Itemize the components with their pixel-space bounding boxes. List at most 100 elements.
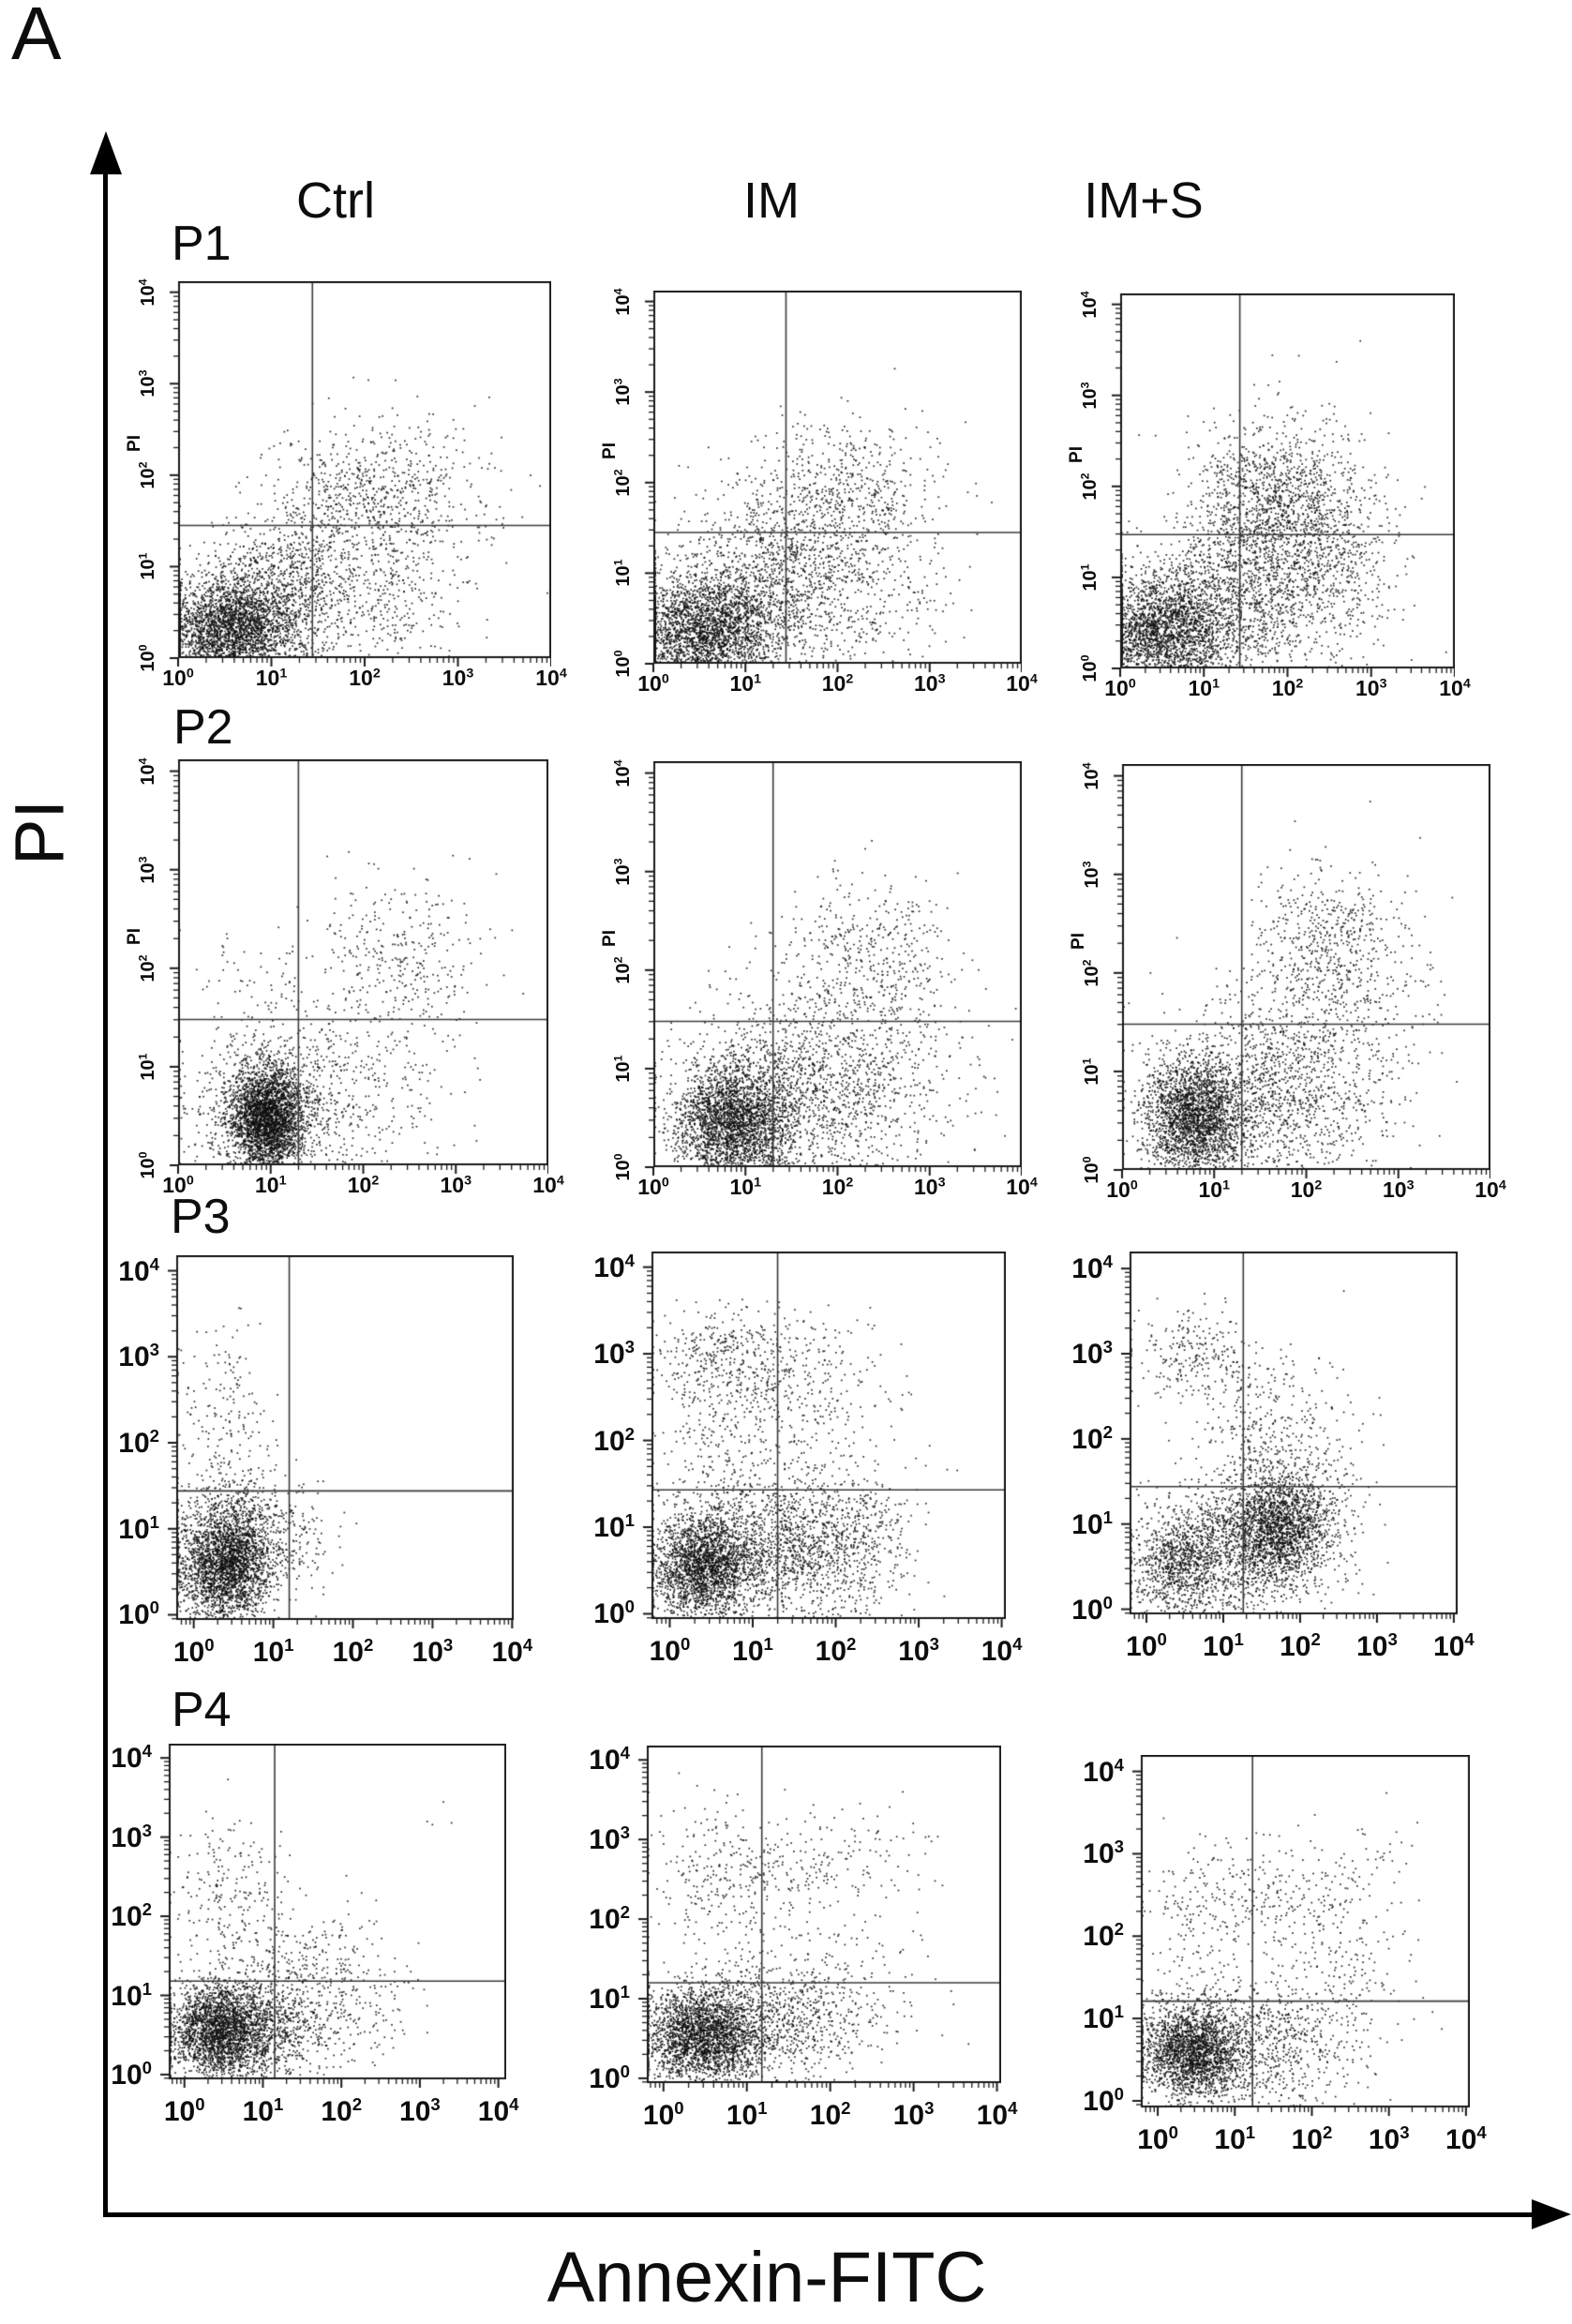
x-axis-arrowhead-icon bbox=[1532, 2199, 1571, 2229]
scatter-plot-p1-im-s bbox=[1107, 293, 1455, 682]
y-tick-label: 101 bbox=[136, 1053, 158, 1081]
y-tick-label: 104 bbox=[136, 757, 158, 786]
x-tick-label: 102 bbox=[821, 671, 854, 696]
inline-y-axis-label: PI bbox=[125, 927, 144, 945]
x-tick-label: 101 bbox=[254, 1173, 287, 1197]
y-tick-label: 103 bbox=[611, 378, 634, 406]
y-tick-label: 104 bbox=[1083, 1754, 1124, 1788]
y-tick-label: 102 bbox=[1080, 959, 1102, 987]
y-tick-label: 102 bbox=[111, 1899, 152, 1933]
column-header-ctrl: Ctrl bbox=[296, 172, 375, 229]
x-tick-label: 100 bbox=[163, 2094, 205, 2127]
x-tick-label: 101 bbox=[729, 1175, 762, 1199]
x-tick-label: 100 bbox=[162, 666, 194, 690]
row-label-p1: P1 bbox=[172, 217, 232, 271]
x-tick-label: 102 bbox=[1271, 676, 1304, 700]
y-tick-label: 100 bbox=[611, 650, 634, 678]
y-axis-line bbox=[103, 150, 108, 2214]
y-tick-label: 100 bbox=[111, 2057, 152, 2091]
y-tick-label: 102 bbox=[136, 954, 158, 982]
x-tick-label: 101 bbox=[1214, 2122, 1256, 2155]
y-tick-label: 103 bbox=[136, 856, 158, 884]
y-tick-label: 102 bbox=[1083, 1919, 1124, 1953]
y-tick-label: 104 bbox=[136, 278, 158, 307]
x-tick-label: 100 bbox=[642, 2098, 684, 2131]
row-label-p2: P2 bbox=[173, 700, 233, 755]
x-tick-label: 103 bbox=[399, 2094, 441, 2127]
x-tick-label: 102 bbox=[1290, 1177, 1323, 1202]
y-tick-label: 103 bbox=[611, 858, 634, 886]
x-tick-label: 100 bbox=[162, 1173, 194, 1197]
column-header-im-s: IM+S bbox=[1084, 172, 1204, 229]
x-tick-label: 102 bbox=[809, 2098, 851, 2131]
y-tick-label: 101 bbox=[1080, 1057, 1102, 1086]
x-tick-label: 104 bbox=[1006, 671, 1038, 696]
scatter-plot-p4-im bbox=[634, 1746, 1001, 2096]
y-tick-label: 101 bbox=[593, 1510, 635, 1543]
row-label-p3: P3 bbox=[171, 1190, 231, 1244]
inline-y-axis-label: PI bbox=[125, 434, 144, 452]
scatter-plot-p2-im bbox=[640, 761, 1022, 1180]
x-axis-title: Annexin-FITC bbox=[546, 2238, 987, 2317]
x-tick-label: 102 bbox=[332, 1635, 374, 1668]
y-tick-label: 103 bbox=[1071, 1337, 1113, 1370]
y-tick-label: 101 bbox=[611, 559, 634, 587]
x-tick-label: 100 bbox=[649, 1634, 691, 1667]
x-tick-label: 103 bbox=[913, 1175, 946, 1199]
y-tick-label: 102 bbox=[1071, 1421, 1113, 1455]
x-tick-label: 104 bbox=[976, 2098, 1018, 2131]
x-tick-label: 101 bbox=[1188, 676, 1220, 700]
x-tick-label: 104 bbox=[981, 1634, 1023, 1667]
x-tick-label: 104 bbox=[477, 2094, 519, 2127]
x-tick-label: 100 bbox=[1106, 1177, 1138, 1202]
y-tick-label: 101 bbox=[589, 1982, 630, 2015]
y-tick-label: 104 bbox=[593, 1250, 635, 1283]
x-tick-label: 103 bbox=[913, 671, 946, 696]
y-tick-label: 101 bbox=[1071, 1507, 1113, 1540]
x-tick-label: 103 bbox=[1382, 1177, 1415, 1202]
y-tick-label: 103 bbox=[118, 1340, 159, 1373]
x-tick-label: 104 bbox=[535, 666, 567, 690]
x-tick-label: 104 bbox=[1006, 1175, 1038, 1199]
scatter-plot-p4-im-s bbox=[1128, 1755, 1470, 2121]
x-tick-label: 102 bbox=[1291, 2122, 1333, 2155]
x-tick-label: 104 bbox=[1439, 676, 1471, 700]
x-tick-label: 101 bbox=[1203, 1629, 1244, 1662]
x-tick-label: 103 bbox=[1356, 1629, 1398, 1662]
scatter-plot-p3-im-s bbox=[1116, 1252, 1458, 1627]
x-tick-label: 102 bbox=[821, 1175, 854, 1199]
y-axis-arrowhead-icon bbox=[90, 131, 122, 174]
y-tick-label: 100 bbox=[593, 1597, 635, 1630]
y-tick-label: 103 bbox=[1080, 861, 1102, 889]
y-tick-label: 100 bbox=[589, 2061, 630, 2094]
inline-y-axis-label: PI bbox=[1069, 932, 1088, 950]
y-tick-label: 103 bbox=[1083, 1837, 1124, 1870]
scatter-plot-p1-im bbox=[640, 291, 1022, 677]
x-tick-label: 102 bbox=[815, 1634, 857, 1667]
y-tick-label: 102 bbox=[136, 461, 158, 489]
x-tick-label: 104 bbox=[1433, 1629, 1475, 1662]
y-tick-label: 104 bbox=[589, 1743, 630, 1777]
scatter-plot-p1-ctrl bbox=[165, 281, 551, 671]
y-tick-label: 101 bbox=[136, 552, 158, 580]
y-tick-label: 102 bbox=[611, 469, 634, 497]
inline-y-axis-label: PI bbox=[1067, 445, 1086, 463]
x-tick-label: 103 bbox=[892, 2098, 935, 2131]
x-tick-label: 101 bbox=[729, 671, 762, 696]
x-tick-label: 100 bbox=[637, 1175, 669, 1199]
y-tick-label: 101 bbox=[118, 1511, 159, 1545]
y-tick-label: 100 bbox=[1071, 1592, 1113, 1626]
scatter-plot-p2-ctrl bbox=[165, 759, 548, 1178]
scatter-plot-p3-ctrl bbox=[163, 1255, 514, 1633]
x-tick-label: 101 bbox=[255, 666, 288, 690]
x-tick-label: 103 bbox=[440, 1173, 472, 1197]
y-tick-label: 102 bbox=[1078, 472, 1100, 501]
x-tick-label: 104 bbox=[1475, 1177, 1506, 1202]
y-tick-label: 102 bbox=[593, 1423, 635, 1457]
column-header-im: IM bbox=[743, 172, 800, 229]
y-tick-label: 103 bbox=[136, 369, 158, 397]
y-tick-label: 100 bbox=[1078, 654, 1100, 682]
x-tick-label: 100 bbox=[172, 1635, 215, 1668]
x-tick-label: 100 bbox=[1104, 676, 1136, 700]
